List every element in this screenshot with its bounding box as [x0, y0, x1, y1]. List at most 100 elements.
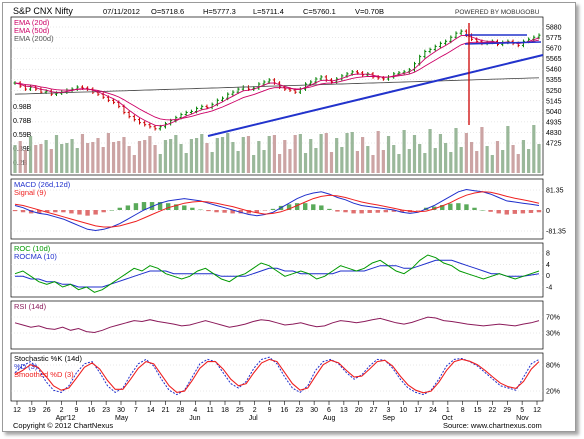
volume-bar: [153, 145, 157, 173]
volume-bar: [49, 149, 53, 173]
stochastic-tick-label: 80%: [546, 363, 560, 370]
volume-bar: [158, 154, 162, 173]
stochastic-panel: Stochastic %K (14d) %D (3) Smoothed %D (…: [10, 352, 560, 402]
macd-histogram-bar: [133, 203, 139, 210]
x-tick-label: 12: [533, 407, 541, 414]
volume-bar: [402, 130, 406, 173]
volume-bar: [132, 155, 136, 173]
volume-bar: [163, 140, 168, 173]
legend-stoch-k: Stochastic %K (14d): [14, 354, 82, 363]
volume-bar: [511, 145, 515, 173]
x-tick-label: 17: [414, 407, 422, 414]
x-tick-label: 1: [446, 407, 450, 414]
volume-bar: [106, 133, 110, 173]
volume-bar: [438, 134, 443, 173]
volume-bar: [75, 148, 79, 173]
volume-bar: [309, 139, 313, 173]
macd-histogram-bar: [214, 210, 219, 213]
x-tick-label: 3: [386, 407, 390, 414]
volume-tick-label: 0.59B: [13, 132, 32, 139]
macd-histogram-bar: [165, 203, 171, 210]
volume-bar: [485, 146, 489, 173]
macd-histogram-bar: [415, 210, 421, 211]
x-tick-label: 6: [327, 407, 331, 414]
macd-histogram-bar: [222, 210, 227, 213]
price-tick-label: 5355: [546, 77, 562, 84]
quote-high: H=5777.3: [203, 7, 236, 16]
roc-axis-ticks: 8 4 0 -4: [11, 251, 552, 292]
volume-bar: [283, 140, 287, 173]
volume-bar: [44, 140, 48, 173]
x-tick-label: 9: [268, 407, 272, 414]
legend-stoch-d: %D (3): [14, 362, 38, 371]
macd-histogram-bar: [53, 210, 58, 213]
price-tick-label: 5250: [546, 88, 562, 95]
x-tick-label: 23: [295, 407, 303, 414]
legend-rocma: ROCMA (10): [14, 252, 57, 261]
macd-histogram-bar: [391, 210, 397, 212]
macd-histogram-bar: [182, 205, 187, 210]
quote-date: 07/11/2012: [103, 7, 140, 16]
rsi-tick-label: 30%: [546, 331, 560, 338]
footer-site: Source: www.chartnexus.com: [443, 421, 542, 430]
price-tick-label: 4725: [546, 141, 562, 148]
macd-histogram-bar: [528, 210, 534, 213]
x-tick-label: 2: [60, 407, 64, 414]
volume-bar: [454, 128, 458, 173]
stochastic-tick-label: 20%: [546, 389, 560, 396]
x-month-label: Aug: [323, 415, 336, 422]
legend-ema50: EMA (50d): [14, 26, 50, 35]
volume-bar: [449, 152, 453, 173]
volume-bar: [101, 147, 105, 173]
macd-histogram-bar: [61, 210, 66, 213]
macd-histogram-bar: [367, 210, 372, 213]
x-month-label: Sep: [382, 415, 395, 422]
macd-histogram-bar: [238, 210, 243, 214]
volume-bar: [143, 140, 147, 173]
trendline-rising: [207, 54, 544, 137]
volume-bar: [80, 134, 85, 173]
stochastic-k-line: [14, 356, 540, 396]
legend-rsi: RSI (14d): [14, 302, 47, 311]
volume-bar: [464, 133, 468, 173]
x-tick-label: 9: [74, 407, 78, 414]
x-tick-label: 19: [28, 407, 36, 414]
volume-bar: [220, 137, 225, 173]
price-panel: S&P CNX Nifty 07/11/2012 O=5718.6 H=5777…: [10, 6, 562, 176]
volume-bar: [361, 137, 365, 173]
price-tick-label: 5145: [546, 98, 562, 105]
macd-line: [14, 188, 540, 232]
price-panel-frame: [10, 16, 544, 176]
macd-histogram-bar: [335, 210, 340, 212]
x-tick-label: 8: [461, 407, 465, 414]
volume-bar: [262, 150, 266, 173]
macd-histogram-bar: [303, 203, 308, 210]
rsi-panel-frame: [10, 300, 544, 350]
macd-histogram-bar: [536, 210, 542, 213]
volume-bar: [137, 141, 142, 173]
quote-open: O=5718.6: [151, 7, 184, 16]
x-tick-label: 16: [281, 407, 289, 414]
volume-bar: [371, 155, 375, 173]
macd-histogram-bar: [12, 210, 18, 212]
volume-bar: [480, 127, 484, 173]
volume-bar: [506, 126, 510, 173]
footer-copyright: Copyright © 2012 ChartNexus: [13, 421, 113, 430]
macd-histogram-bar: [448, 203, 453, 210]
legend-ema20: EMA (20d): [14, 18, 50, 27]
macd-histogram-bar: [456, 203, 461, 210]
price-axis-ticks: 5880 5775 5670 5565 5460 5355 5250 5145 5040 4935…: [11, 25, 562, 148]
roc-tick-label: 8: [546, 251, 550, 258]
macd-histogram-bar: [198, 209, 203, 211]
volume-bar: [412, 135, 417, 173]
chart-svg: S&P CNX Nifty 07/11/2012 O=5718.6 H=5777…: [10, 6, 566, 430]
x-month-label: Jul: [249, 415, 258, 422]
volume-bar: [179, 144, 183, 173]
roc-tick-label: 0: [546, 273, 550, 280]
volume-bar: [13, 145, 17, 173]
macd-axis-ticks: 81.35 0 -81.35: [11, 188, 566, 236]
volume-bar: [39, 144, 43, 173]
volume-bar: [495, 141, 500, 173]
volume-bar: [350, 132, 354, 173]
volume-bar: [355, 151, 360, 173]
